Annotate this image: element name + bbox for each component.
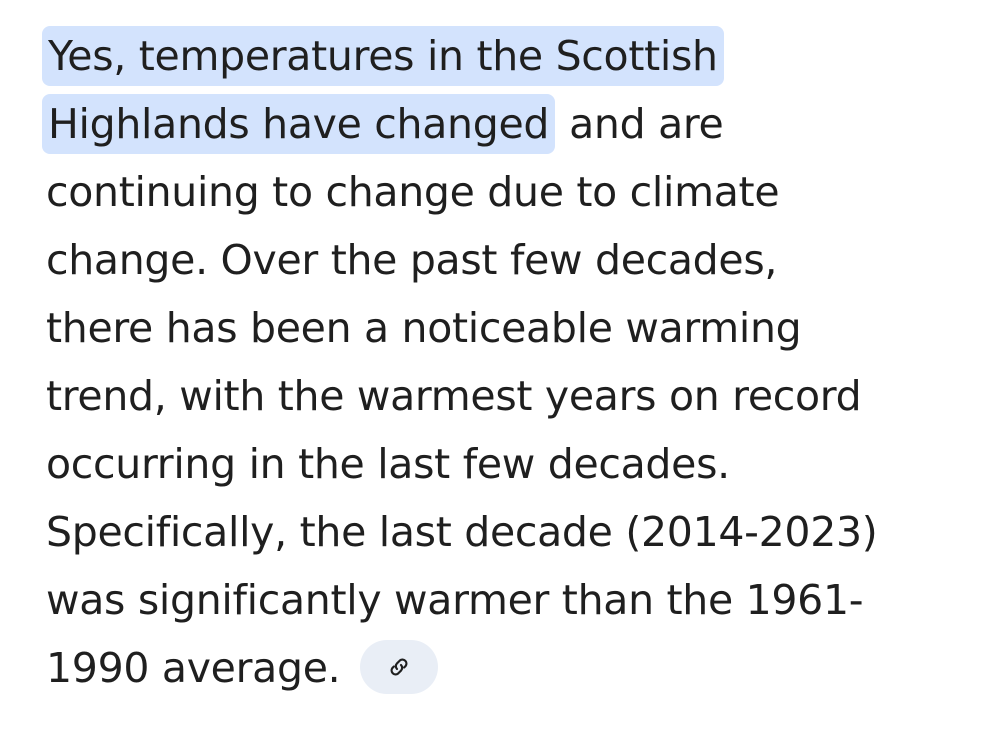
text-line: 1990 average. (46, 634, 986, 702)
text-line: occurring in the last few decades. (46, 430, 986, 498)
text-segment: there has been a noticeable warming (46, 304, 802, 352)
text-segment: continuing to change due to climate (46, 168, 780, 216)
text-segment: Specifically, the last decade (2014-2023… (46, 508, 878, 556)
source-link-chip[interactable] (360, 640, 439, 694)
text-line: Yes, temperatures in the Scottish (42, 22, 986, 90)
text-line: change. Over the past few decades, (46, 226, 986, 294)
text-line: continuing to change due to climate (46, 158, 986, 226)
text-segment: change. Over the past few decades, (46, 236, 778, 284)
text-line: trend, with the warmest years on record (46, 362, 986, 430)
text-line: there has been a noticeable warming (46, 294, 986, 362)
text-segment: 1990 average. (46, 644, 341, 692)
highlighted-text: Highlands have changed (42, 94, 556, 154)
text-segment: and are (569, 100, 724, 148)
text-line: was significantly warmer than the 1961- (46, 566, 986, 634)
text-segment: trend, with the warmest years on record (46, 372, 862, 420)
text-line: Specifically, the last decade (2014-2023… (46, 498, 986, 566)
answer-text: Yes, temperatures in the Scottish Highlan… (42, 22, 986, 702)
highlighted-text: Yes, temperatures in the Scottish (42, 26, 724, 86)
text-line: Highlands have changed and are (42, 90, 986, 158)
link-icon (390, 658, 408, 676)
text-segment: occurring in the last few decades. (46, 440, 730, 488)
text-segment: was significantly warmer than the 1961- (46, 576, 864, 624)
